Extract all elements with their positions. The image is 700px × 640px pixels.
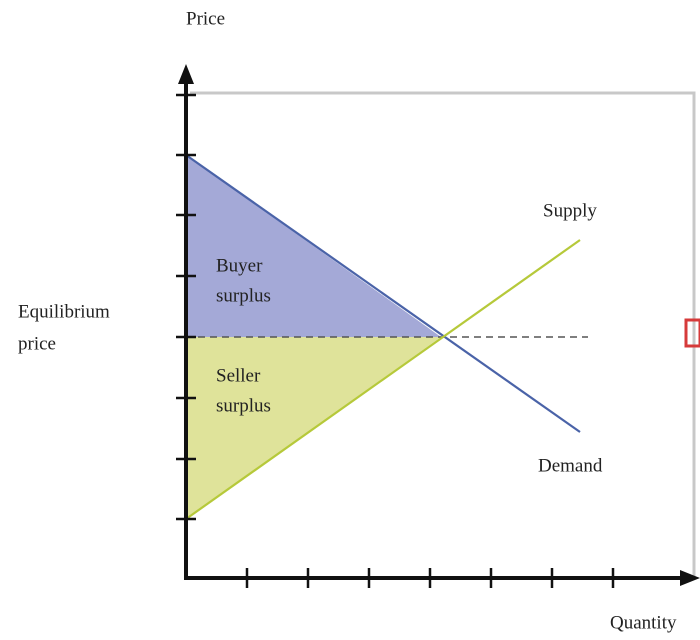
- demand-label: Demand: [538, 455, 603, 476]
- supply-label: Supply: [543, 200, 597, 221]
- buyer-surplus-label: surplus: [216, 285, 271, 306]
- x-axis-arrow: [680, 570, 700, 586]
- supply-line: [185, 239, 581, 520]
- demand-line: [185, 154, 581, 433]
- seller-surplus-label: Seller: [216, 365, 261, 386]
- y-axis-arrow: [178, 64, 194, 84]
- y-axis-label: Price: [186, 8, 225, 29]
- seller-surplus-label: surplus: [216, 395, 271, 416]
- buyer-surplus-label: Buyer: [216, 255, 263, 276]
- frame: [190, 91, 696, 576]
- x-ticks: [245, 568, 615, 588]
- x-axis-label: Quantity: [610, 612, 677, 633]
- y-ticks: [176, 93, 196, 521]
- equilibrium-label: Equilibrium: [18, 301, 110, 322]
- equilibrium-label: price: [18, 333, 56, 354]
- marker: [684, 318, 700, 348]
